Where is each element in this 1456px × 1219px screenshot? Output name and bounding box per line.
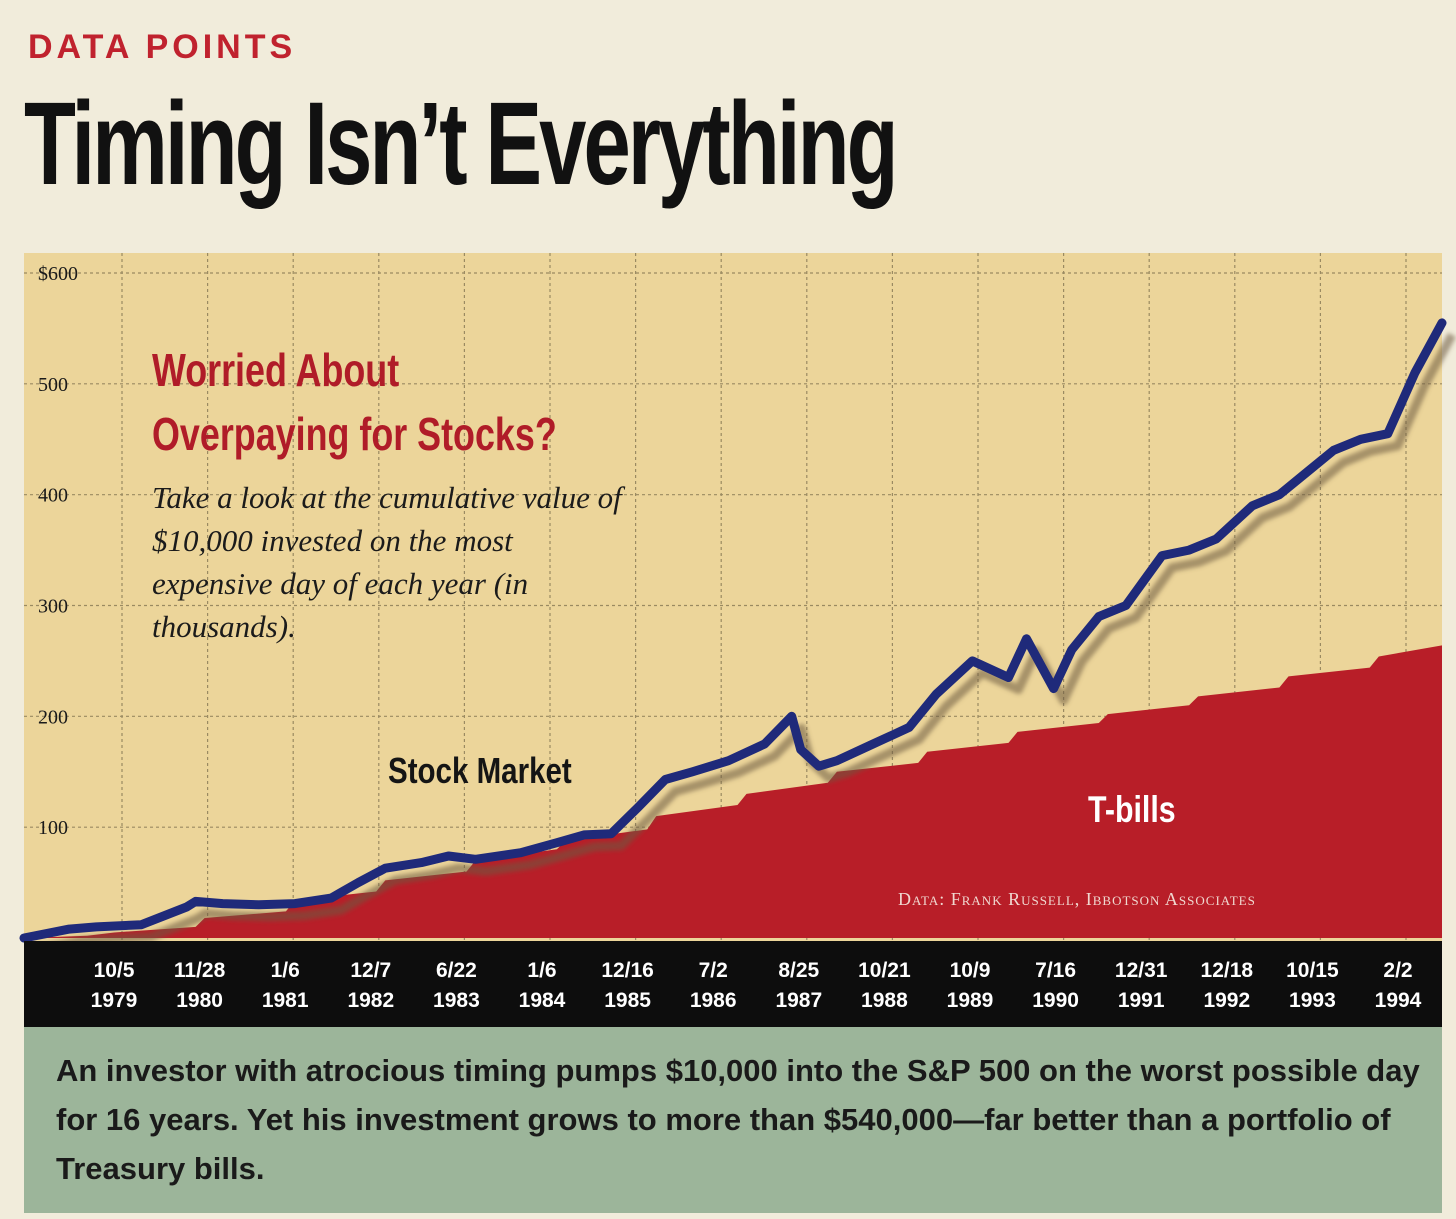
x-tick-year-0: 1979 bbox=[91, 989, 138, 1012]
y-axis-ticks: $600 500 400 300 200 100 bbox=[38, 263, 78, 839]
stock-series-label: Stock Market bbox=[388, 750, 572, 791]
x-tick-date-12: 12/31 bbox=[1115, 959, 1168, 982]
chart-subtitle: Worried About Overpaying for Stocks? bbox=[152, 338, 589, 466]
subtitle-line-1: Worried About bbox=[152, 344, 400, 396]
stock-line bbox=[19, 318, 1447, 943]
x-tick-year-14: 1993 bbox=[1289, 989, 1336, 1012]
x-tick-year-1: 1980 bbox=[176, 989, 223, 1012]
x-tick-year-15: 1994 bbox=[1375, 989, 1422, 1012]
tbills-series-label: T-bills bbox=[1088, 789, 1176, 830]
x-tick-date-3: 12/7 bbox=[350, 959, 391, 982]
x-tick-date-1: 11/28 bbox=[174, 959, 226, 982]
x-tick-date-5: 1/6 bbox=[527, 959, 556, 982]
x-tick-year-13: 1992 bbox=[1203, 989, 1250, 1012]
x-tick-year-3: 1982 bbox=[347, 989, 394, 1012]
x-tick-date-0: 10/5 bbox=[94, 959, 135, 982]
x-tick-date-8: 8/25 bbox=[778, 959, 819, 982]
x-tick-date-13: 12/18 bbox=[1201, 959, 1254, 982]
x-tick-year-7: 1986 bbox=[690, 989, 737, 1012]
x-tick-year-11: 1990 bbox=[1032, 989, 1079, 1012]
caption-text: An investor with atrocious timing pumps … bbox=[56, 1053, 1420, 1186]
x-tick-year-4: 1983 bbox=[433, 989, 480, 1012]
x-tick-date-11: 7/16 bbox=[1035, 959, 1076, 982]
caption-box bbox=[24, 1027, 1442, 1213]
data-credit: Data: Frank Russell, Ibbotson Associates bbox=[898, 889, 1256, 909]
section-kicker: DATA POINTS bbox=[28, 28, 297, 66]
y-tick-label-4: 200 bbox=[38, 706, 68, 728]
x-axis-band bbox=[24, 941, 1442, 1027]
x-tick-year-9: 1988 bbox=[861, 989, 908, 1012]
x-axis-ticks: 10/5 1979 11/28 1980 1/6 1981 12/7 1982 6/22 1983… bbox=[91, 959, 1422, 1012]
x-tick-date-10: 10/9 bbox=[950, 959, 991, 982]
y-tick-label-3: 300 bbox=[38, 596, 68, 618]
x-tick-date-14: 10/15 bbox=[1286, 959, 1339, 982]
tbills-area bbox=[24, 645, 1442, 938]
x-tick-year-2: 1981 bbox=[262, 989, 309, 1012]
x-tick-date-15: 2/2 bbox=[1383, 959, 1412, 982]
y-tick-label-2: 400 bbox=[38, 485, 68, 507]
x-tick-date-9: 10/21 bbox=[858, 959, 911, 982]
x-tick-year-5: 1984 bbox=[519, 989, 566, 1012]
chart-description: Take a look at the cumulative value of $… bbox=[152, 480, 622, 644]
y-tick-label-5: 100 bbox=[38, 817, 68, 839]
page-title: Timing Isn’t Everything bbox=[24, 78, 898, 210]
x-tick-date-4: 6/22 bbox=[436, 959, 477, 982]
x-tick-date-7: 7/2 bbox=[699, 959, 728, 982]
subtitle-line-2: Overpaying for Stocks? bbox=[152, 408, 557, 460]
x-tick-year-12: 1991 bbox=[1118, 989, 1165, 1012]
x-tick-year-6: 1985 bbox=[604, 989, 651, 1012]
y-tick-label-1: 500 bbox=[38, 374, 68, 396]
x-tick-year-10: 1989 bbox=[947, 989, 994, 1012]
x-tick-date-6: 12/16 bbox=[601, 959, 654, 982]
x-tick-year-8: 1987 bbox=[775, 989, 822, 1012]
x-tick-date-2: 1/6 bbox=[271, 959, 300, 982]
y-tick-label-0: $600 bbox=[38, 263, 78, 285]
